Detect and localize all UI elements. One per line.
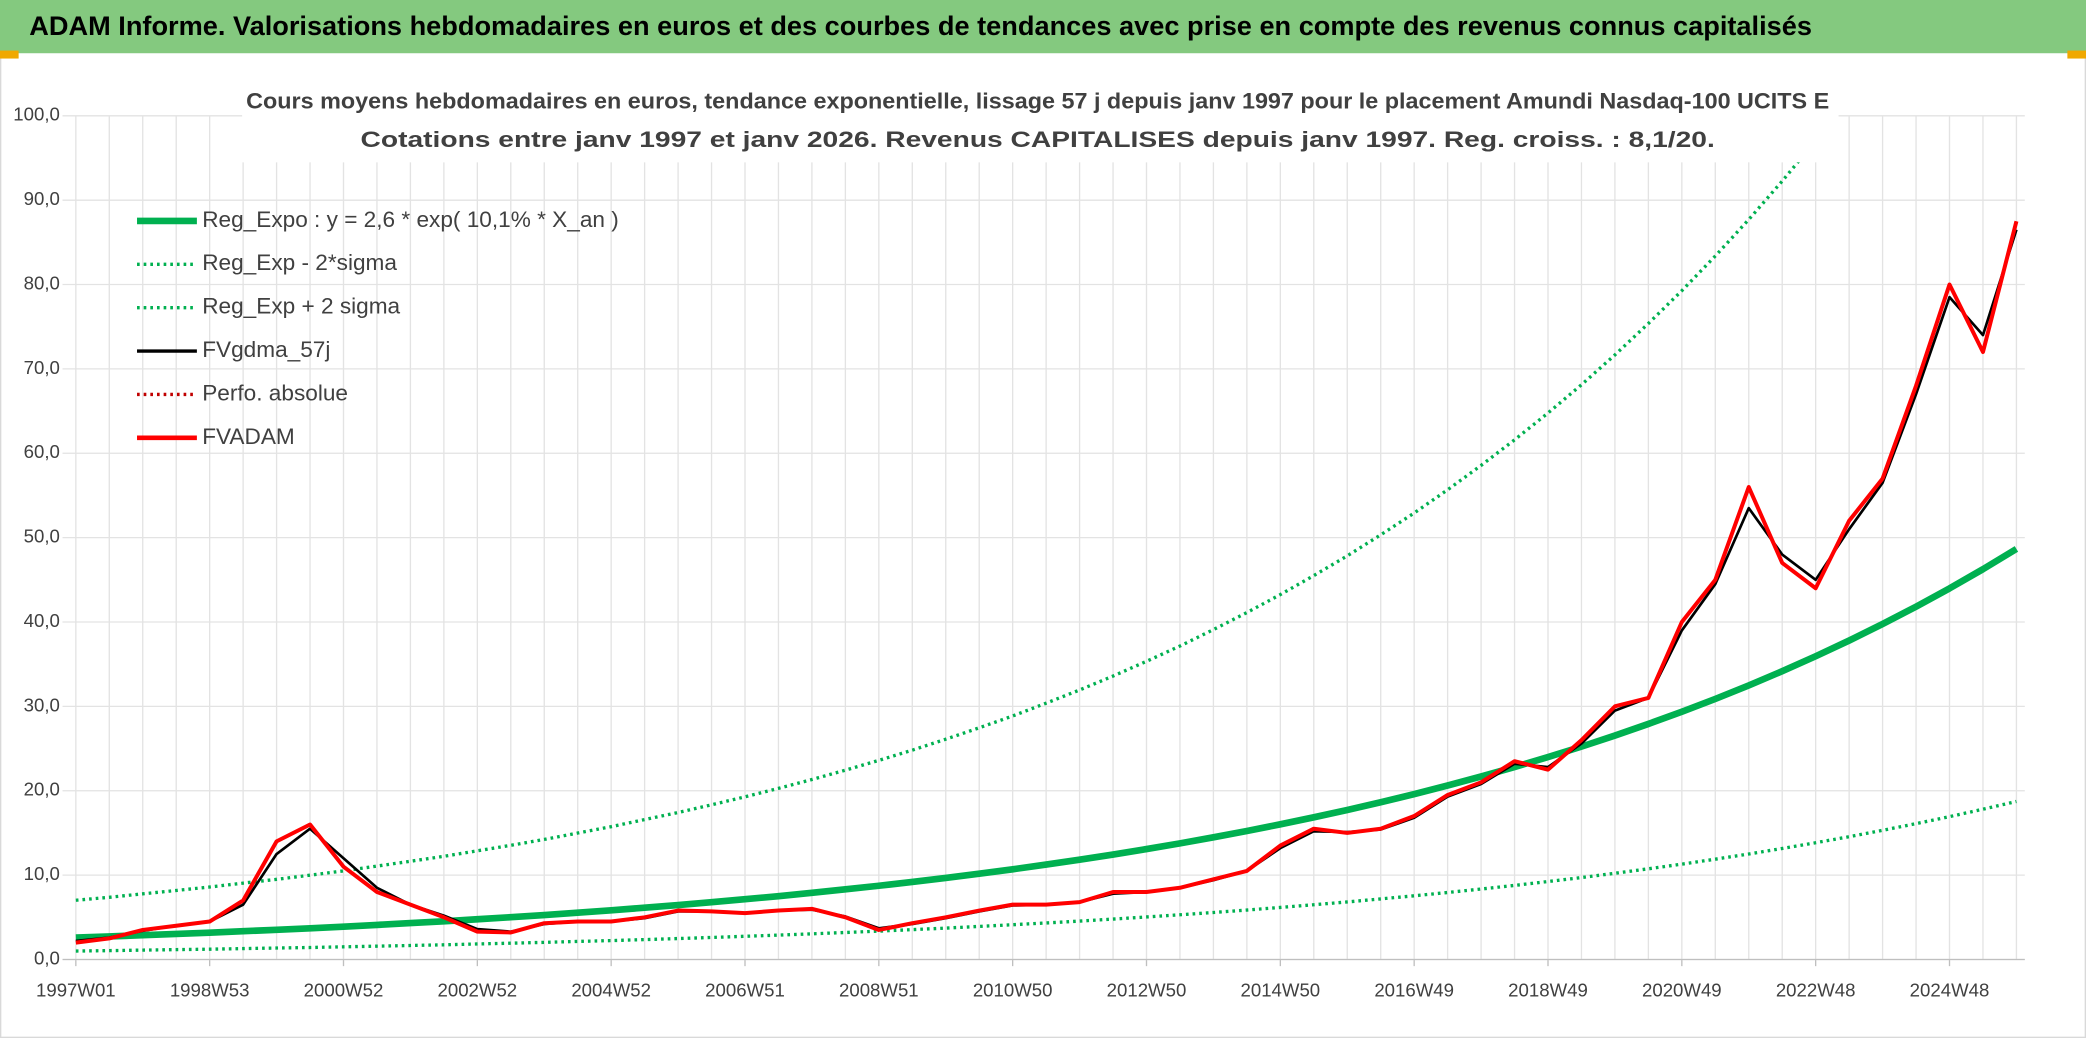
x-tick-label: 1997W01 (36, 979, 116, 1000)
y-tick-label: 30,0 (24, 694, 60, 715)
x-tick-label: 2018W49 (1508, 979, 1588, 1000)
chart-title: Cours moyens hebdomadaires en euros, ten… (246, 88, 1829, 113)
x-tick-label: 2014W50 (1241, 979, 1321, 1000)
corner (2067, 50, 2086, 59)
y-tick-label: 0,0 (34, 947, 60, 968)
legend-label: Reg_Expo : y = 2,6 * exp( 10,1% * X_an ) (202, 207, 619, 232)
title-bg (242, 82, 1839, 163)
header-title: ADAM Informe. Valorisations hebdomadaire… (29, 11, 1812, 41)
x-tick-label: 2016W49 (1374, 979, 1454, 1000)
series-line (75, 546, 2019, 941)
y-tick-label: 90,0 (24, 188, 60, 209)
y-tick-label: 50,0 (24, 526, 60, 547)
y-tick-label: 80,0 (24, 272, 60, 293)
chart-subtitle: Cotations entre janv 1997 et janv 2026. … (361, 127, 1715, 152)
x-tick-label: 2002W52 (438, 979, 518, 1000)
corner (0, 50, 19, 59)
x-tick-label: 2004W52 (571, 979, 651, 1000)
y-tick-label: 70,0 (24, 357, 60, 378)
x-tick-label: 2022W48 (1776, 979, 1856, 1000)
legend-label: FVADAM (202, 424, 295, 449)
x-tick-label: 2008W51 (839, 979, 919, 1000)
legend-label: Reg_Exp + 2 sigma (202, 294, 400, 319)
x-tick-label: 2000W52 (304, 979, 384, 1000)
legend-label: Perfo. absolue (202, 380, 348, 405)
series-line (75, 220, 2019, 945)
x-tick-label: 2024W48 (1910, 979, 1990, 1000)
y-tick-label: 10,0 (24, 863, 60, 884)
x-tick-label: 2006W51 (705, 979, 785, 1000)
y-tick-label: 100,0 (13, 104, 60, 125)
header-bar (0, 0, 2086, 54)
legend-label: FVgdma_57j (202, 337, 330, 362)
y-tick-label: 40,0 (24, 610, 60, 631)
x-tick-label: 2010W50 (973, 979, 1053, 1000)
x-tick-label: 1998W53 (170, 979, 250, 1000)
x-tick-label: 2012W50 (1107, 979, 1187, 1000)
y-tick-label: 20,0 (24, 779, 60, 800)
y-tick-label: 60,0 (24, 441, 60, 462)
legend-label: Reg_Exp - 2*sigma (202, 250, 397, 275)
series-line (75, 115, 1838, 902)
x-tick-label: 2020W49 (1642, 979, 1722, 1000)
